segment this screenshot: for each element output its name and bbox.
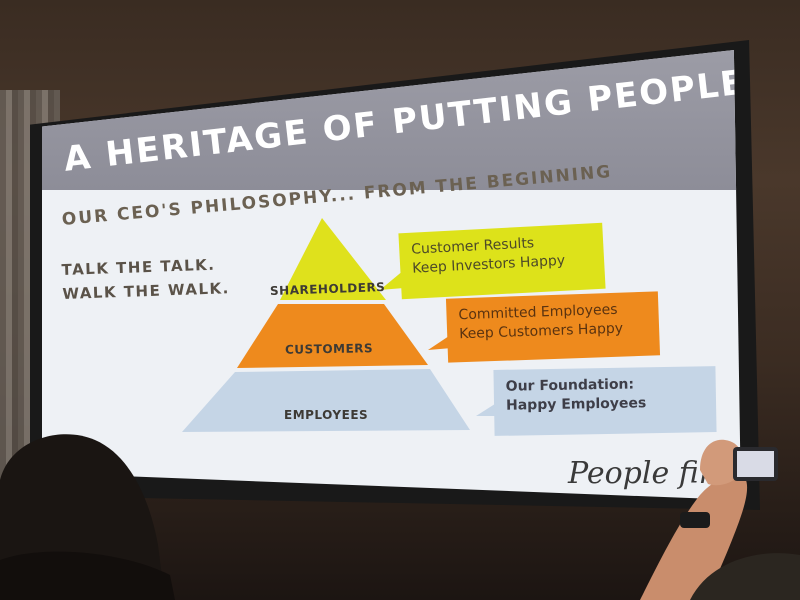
pyramid-diagram [182, 218, 498, 432]
audience-hand-right [700, 439, 743, 486]
audience-arm-right [640, 474, 748, 600]
callout-pointer-1 [380, 270, 404, 290]
audience-shoulder-left [0, 551, 175, 600]
presentation-slide: A HERITAGE OF PUTTING PEOPLE FIRST OUR C… [42, 50, 741, 500]
people-first-signature: People fir [568, 456, 714, 491]
wristwatch [680, 512, 710, 528]
callout-pointer-3 [476, 402, 498, 416]
callout-pointer-2 [428, 334, 452, 350]
pyramid-level-shareholders [280, 218, 386, 300]
smartphone-screen [737, 451, 774, 477]
pyramid-label-employees: EMPLOYEES [284, 408, 369, 422]
pyramid-level-employees [182, 369, 470, 432]
audience-person-right [690, 553, 800, 600]
pyramid-level-customers [237, 304, 428, 368]
